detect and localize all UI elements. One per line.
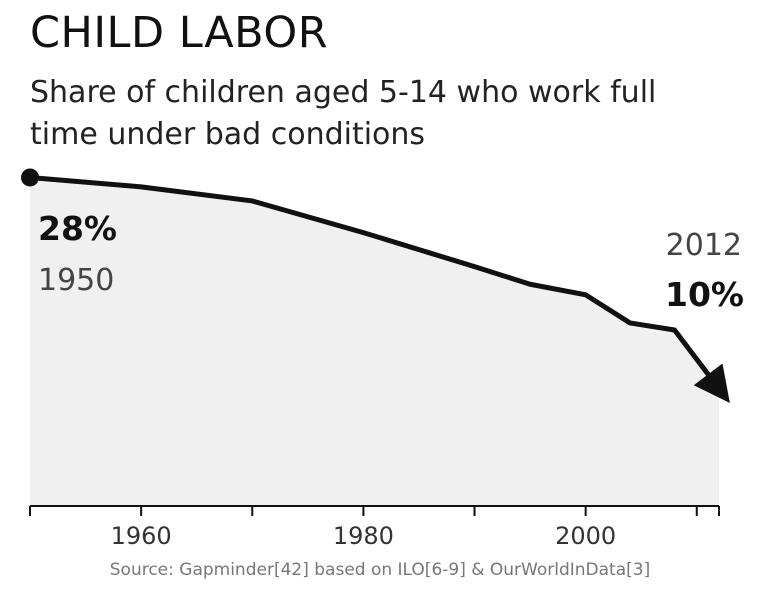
end-year-label: 2012 [666, 228, 742, 263]
chart-title: CHILD LABOR [30, 8, 329, 58]
source-note: Source: Gapminder[42] based on ILO[6-9] … [109, 560, 651, 580]
start-value-label: 28% [38, 209, 117, 248]
area-fill [30, 177, 719, 506]
start-point [21, 168, 39, 187]
x-tick-label: 2000 [555, 522, 616, 550]
end-arrowhead [693, 363, 730, 404]
end-value-label: 10% [665, 275, 744, 314]
x-tick-label: 1960 [111, 522, 172, 550]
series-line [29, 174, 722, 392]
start-year-label: 1950 [38, 263, 114, 298]
chart-subtitle: Share of children aged 5-14 who work ful… [30, 75, 657, 152]
x-tick-label: 1980 [333, 522, 394, 550]
